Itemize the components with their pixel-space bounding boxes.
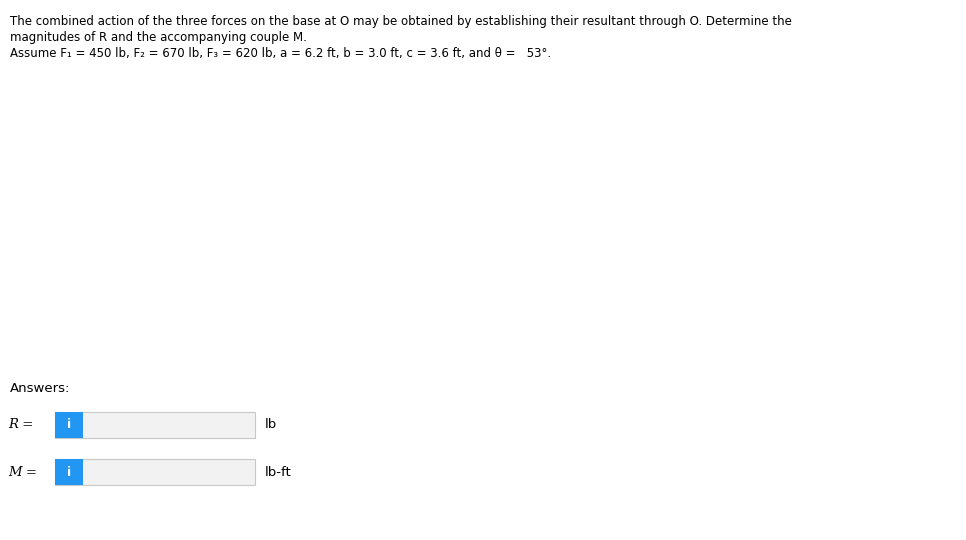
Text: Assume F₁ = 450 lb, F₂ = 670 lb, F₃ = 620 lb, a = 6.2 ft, b = 3.0 ft, c = 3.6 ft: Assume F₁ = 450 lb, F₂ = 670 lb, F₃ = 62…	[10, 47, 552, 60]
Text: lb: lb	[265, 418, 277, 431]
FancyBboxPatch shape	[55, 459, 83, 485]
Text: R =: R =	[8, 418, 34, 431]
FancyBboxPatch shape	[55, 412, 255, 438]
FancyBboxPatch shape	[55, 412, 83, 438]
Text: M =: M =	[8, 465, 37, 478]
Text: magnitudes of R and the accompanying couple M.: magnitudes of R and the accompanying cou…	[10, 31, 307, 44]
Text: i: i	[67, 418, 71, 431]
Text: i: i	[67, 465, 71, 478]
Text: Answers:: Answers:	[10, 382, 71, 395]
Text: The combined action of the three forces on the base at O may be obtained by esta: The combined action of the three forces …	[10, 15, 792, 28]
FancyBboxPatch shape	[55, 459, 255, 485]
Text: lb-ft: lb-ft	[265, 465, 292, 478]
